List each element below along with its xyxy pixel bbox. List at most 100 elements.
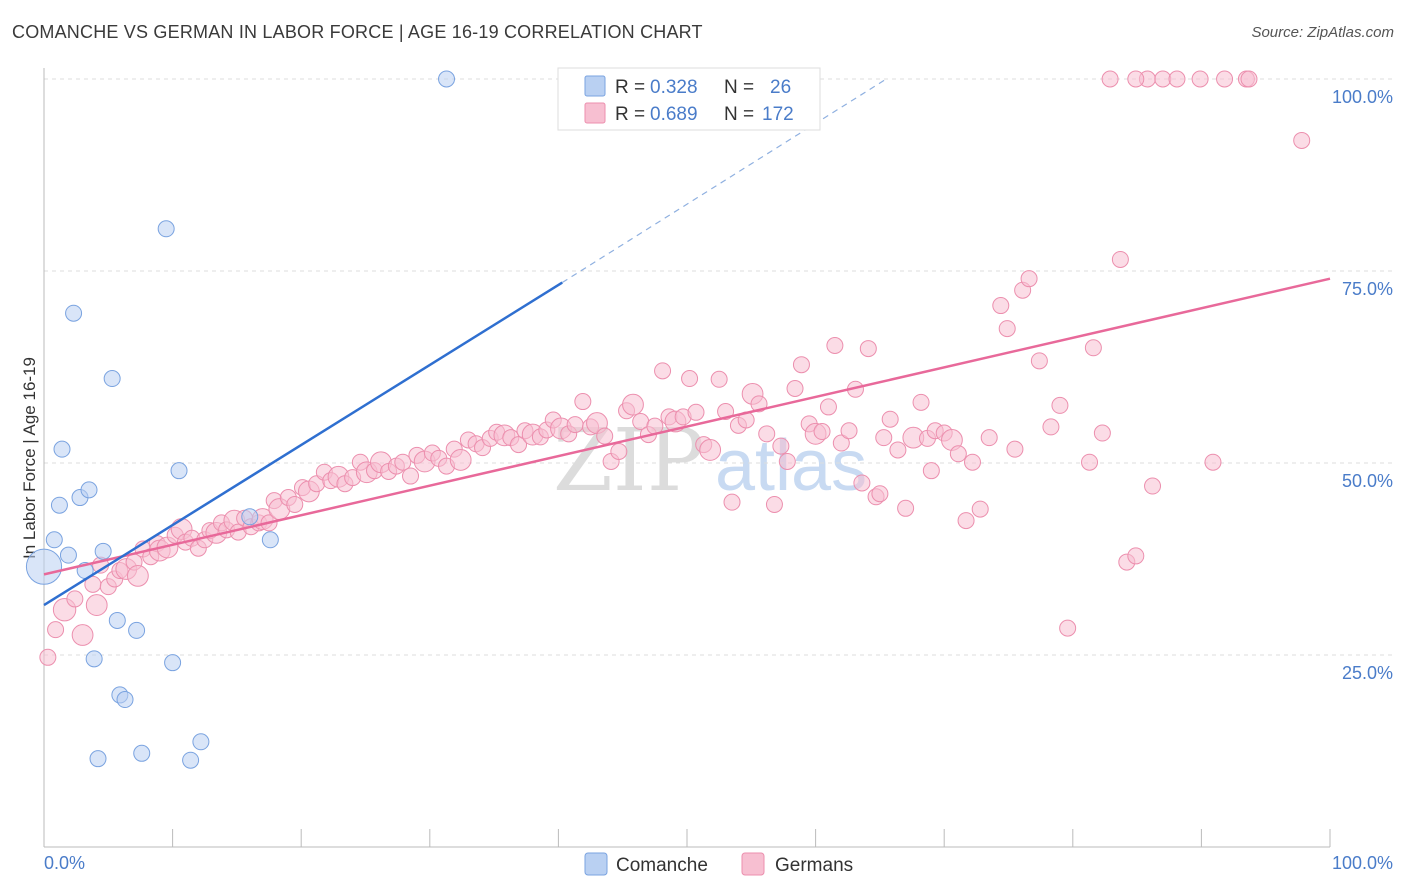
germans-point	[826, 336, 844, 354]
germans-point	[1154, 70, 1172, 88]
y-tick-label-2: 75.0%	[1342, 279, 1393, 299]
germans-point	[687, 403, 705, 421]
germans-point	[596, 427, 614, 445]
comanche-point	[164, 654, 182, 672]
germans-point	[1293, 131, 1311, 149]
legend-swatch-germans	[584, 102, 606, 124]
germans-trend-line	[43, 277, 1331, 576]
germans-point	[840, 422, 858, 440]
germans-point	[813, 423, 831, 441]
germans-point	[47, 621, 65, 639]
germans-point	[1051, 396, 1069, 414]
trend-lines	[43, 78, 1331, 607]
germans-point	[681, 370, 699, 388]
germans-point	[699, 439, 722, 461]
comanche-point	[53, 440, 71, 458]
legend-r-label-comanche: R =	[615, 77, 645, 98]
y-tick-label-3: 100.0%	[1332, 87, 1393, 107]
comanche-point	[89, 750, 107, 768]
germans-point	[897, 499, 915, 517]
gridlines	[44, 78, 1395, 656]
legend-n-value-germans: 172	[762, 104, 794, 125]
comanche-point	[45, 531, 63, 549]
comanche-point	[50, 496, 68, 514]
germans-point	[1006, 440, 1024, 458]
germans-point	[772, 437, 790, 455]
germans-point	[723, 493, 741, 511]
x-tick-labels: 0.0% 100.0%	[44, 853, 1393, 873]
germans-point	[875, 429, 893, 447]
germans-point	[126, 564, 149, 587]
germans-point	[971, 500, 989, 518]
comanche-point	[25, 548, 63, 585]
stats-legend: R = 0.328 N = 26 R = 0.689 N = 172	[557, 67, 821, 131]
germans-point	[992, 297, 1010, 315]
germans-point	[710, 370, 728, 388]
germans-point	[654, 362, 672, 380]
germans-point	[1042, 418, 1060, 436]
comanche-point	[128, 621, 146, 639]
comanche-point	[133, 744, 151, 762]
bottom-legend-label-germans: Germans	[775, 855, 853, 876]
germans-point	[871, 485, 889, 503]
legend-n-value-comanche: 26	[770, 77, 791, 98]
germans-series	[39, 70, 1311, 666]
comanche-trend-extension	[561, 78, 887, 284]
germans-point	[792, 356, 810, 374]
germans-point	[394, 453, 412, 471]
bottom-legend-swatch-germans	[741, 852, 765, 876]
comanche-point	[116, 691, 134, 709]
comanche-point	[108, 611, 126, 629]
series-legend: Comanche Germans	[584, 852, 853, 876]
germans-point	[957, 512, 975, 530]
comanche-point	[241, 508, 259, 526]
germans-point	[1093, 424, 1111, 442]
bottom-legend-label-comanche: Comanche	[616, 855, 708, 876]
germans-point	[1204, 453, 1222, 471]
germans-point	[980, 429, 998, 447]
germans-point	[1127, 547, 1145, 565]
legend-n-label-germans: N =	[724, 104, 754, 125]
germans-point	[786, 380, 804, 398]
germans-point	[1216, 70, 1234, 88]
germans-point	[1240, 70, 1258, 88]
legend-swatch-comanche	[584, 75, 606, 97]
germans-point	[66, 590, 84, 608]
comanche-point	[192, 733, 210, 751]
chart-title: COMANCHE VS GERMAN IN LABOR FORCE | AGE …	[12, 22, 703, 42]
source-attribution: Source: ZipAtlas.com	[1251, 24, 1394, 41]
y-tick-label-0: 25.0%	[1342, 663, 1393, 683]
germans-point	[881, 410, 899, 428]
comanche-point	[157, 220, 175, 238]
germans-point	[1191, 70, 1209, 88]
germans-point	[1081, 453, 1099, 471]
legend-r-value-germans: 0.689	[650, 104, 698, 125]
germans-point	[566, 416, 584, 434]
legend-n-label-comanche: N =	[724, 77, 754, 98]
axes	[43, 68, 1331, 848]
germans-point	[998, 320, 1016, 338]
germans-point	[832, 434, 850, 452]
y-tick-labels: 25.0% 50.0% 75.0% 100.0%	[1332, 87, 1393, 683]
germans-point	[510, 436, 528, 454]
comanche-point	[170, 462, 188, 480]
x-tick-label-0: 0.0%	[44, 853, 85, 873]
comanche-point	[261, 531, 279, 549]
germans-point	[778, 452, 796, 470]
comanche-point	[80, 481, 98, 499]
comanche-point	[182, 751, 200, 769]
germans-point	[819, 398, 837, 416]
germans-point	[1127, 70, 1145, 88]
germans-point	[1030, 352, 1048, 370]
legend-r-label-germans: R =	[615, 104, 645, 125]
germans-point	[402, 467, 420, 485]
germans-point	[758, 425, 776, 443]
comanche-point	[65, 304, 83, 322]
legend-r-value-comanche: 0.328	[650, 77, 698, 98]
bottom-legend-swatch-comanche	[584, 852, 608, 876]
germans-point	[85, 594, 108, 616]
y-axis-label: In Labor Force | Age 16-19	[20, 357, 39, 559]
germans-point	[1168, 70, 1186, 88]
comanche-trend-line	[43, 281, 563, 607]
